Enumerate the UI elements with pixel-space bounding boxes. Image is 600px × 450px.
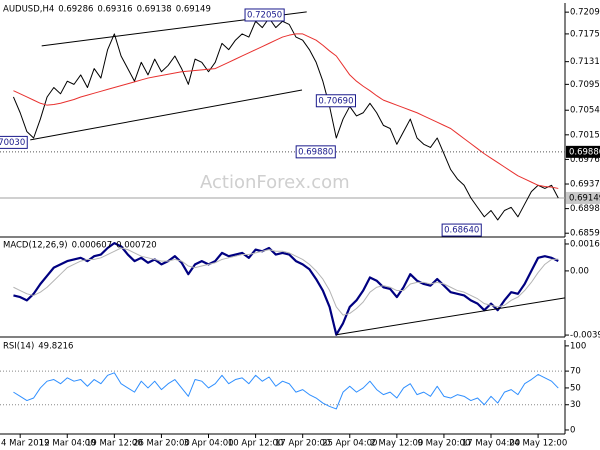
header-value: 0.000607 <box>72 241 113 251</box>
x-tick-label: 4 Mar 2019 <box>1 439 49 449</box>
y-tick-label: 70 <box>570 367 581 377</box>
header-value: 0.69138 <box>137 5 172 15</box>
annotation-box <box>244 8 285 22</box>
annotation-label: 0.70030 <box>0 138 25 148</box>
y-tick-label: -0.003922 <box>570 331 600 341</box>
annotation-box <box>315 94 356 108</box>
level-label: 0.69880 <box>569 147 600 157</box>
x-tick-label: 2 May 12:00 <box>370 439 423 449</box>
trendline <box>30 89 303 141</box>
annotation-label: 0.69880 <box>298 147 333 157</box>
x-tick-label: 3 Apr 04:00 <box>184 439 234 449</box>
series-line <box>13 33 559 189</box>
header-value: 0.69286 <box>58 5 93 15</box>
current-price-label: 0.69149 <box>569 193 600 203</box>
series-line <box>13 241 559 336</box>
x-tick-label: 10 Apr 12:00 <box>228 439 283 449</box>
y-tick-label: 0.00 <box>570 266 589 276</box>
y-tick-label: 100 <box>570 341 586 351</box>
y-tick-label: 50 <box>570 383 581 393</box>
panel-title: RSI(14) <box>3 342 34 352</box>
series-line <box>12 17 559 221</box>
current-price-box <box>566 191 600 204</box>
y-tick-label: 0 <box>570 425 575 435</box>
panel-title: AUDUSD,H4 <box>3 5 54 15</box>
x-tick-label: 25 Apr 04:00 <box>322 439 377 449</box>
header-value: 0.000720 <box>116 241 157 251</box>
annotation-label: 0.72050 <box>247 10 282 20</box>
annotation-box <box>0 135 28 149</box>
y-tick-label: 0.72095 <box>570 8 600 18</box>
x-tick-label: 17 May 04:00 <box>462 439 520 449</box>
series-line <box>13 372 559 410</box>
series-line <box>13 247 559 316</box>
annotation-box <box>295 145 336 159</box>
annotation-label: 0.68640 <box>444 226 479 236</box>
y-tick-label: 30 <box>570 400 581 410</box>
x-tick-label: 17 Apr 20:00 <box>275 439 330 449</box>
trendline <box>336 297 566 336</box>
x-tick-label: 12 Mar 04:00 <box>39 439 96 449</box>
panel-title: MACD(12,26,9) <box>3 241 68 251</box>
x-tick-label: 26 Mar 20:00 <box>133 439 190 449</box>
annotation-box <box>441 223 482 237</box>
watermark: ActionForex.com <box>200 172 350 193</box>
header-value: 49.8216 <box>38 342 73 352</box>
y-tick-label: 0.001646 <box>570 239 600 249</box>
x-tick-label: 19 Mar 12:00 <box>86 439 143 449</box>
annotation-label: 0.70690 <box>318 96 353 106</box>
level-box <box>566 145 600 158</box>
x-tick-label: 9 May 20:00 <box>417 439 470 449</box>
x-tick-label: 24 May 12:00 <box>509 439 567 449</box>
header-value: 0.69316 <box>97 5 132 15</box>
header-value: 0.69149 <box>176 5 211 15</box>
